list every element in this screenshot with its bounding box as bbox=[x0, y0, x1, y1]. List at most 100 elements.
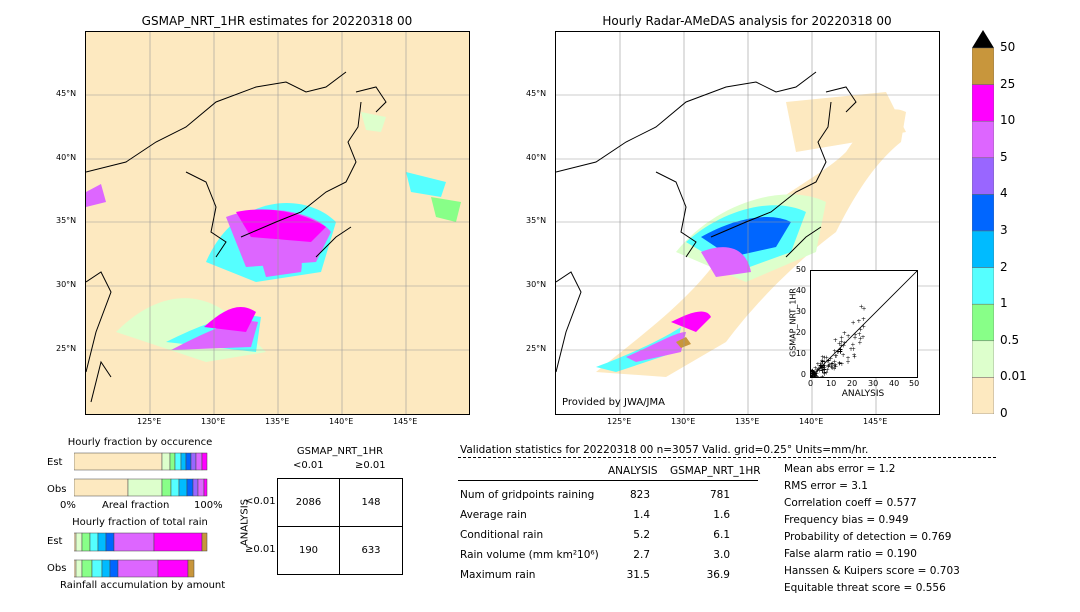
stat-label-3: Rain volume (mm km²10⁶) bbox=[460, 549, 599, 561]
scatter-inset: + + + + + + + + + + + + + + + + + + + + + + + + + + + + + + + + + + + + + + + +… bbox=[810, 270, 918, 378]
scatter-point: + bbox=[838, 347, 843, 354]
scatter-point: + bbox=[816, 366, 821, 373]
left-lat-30: 30°N bbox=[56, 280, 77, 289]
scatter-point: + bbox=[819, 366, 824, 373]
rain-title: Hourly fraction of total rain bbox=[72, 517, 208, 528]
scatter-point: + bbox=[859, 303, 864, 310]
scatter-ytick-40: 40 bbox=[795, 286, 806, 295]
scatter-point: + bbox=[811, 374, 814, 377]
scatter-point: + bbox=[856, 318, 861, 325]
colorbar-swatch bbox=[972, 230, 994, 268]
left-lon-130: 130°E bbox=[201, 417, 226, 426]
scatter-point: + bbox=[811, 374, 814, 377]
colorbar-swatch bbox=[972, 157, 994, 195]
colorbar-label: 1 bbox=[1000, 296, 1008, 311]
scatter-point: + bbox=[812, 374, 817, 377]
right-lat-25: 25°N bbox=[526, 344, 547, 353]
scatter-point: + bbox=[815, 374, 820, 377]
score-7: Equitable threat score = 0.556 bbox=[784, 582, 946, 594]
left-lat-35: 35°N bbox=[56, 216, 77, 225]
scatter-point: + bbox=[811, 374, 814, 377]
stat-analysis-1: 1.4 bbox=[633, 509, 650, 521]
occ-row-est: Est bbox=[47, 457, 63, 468]
scatter-point: + bbox=[811, 372, 816, 377]
colorbar-label: 4 bbox=[1000, 186, 1008, 201]
colorbar-label: 10 bbox=[1000, 113, 1016, 128]
scatter-point: + bbox=[815, 361, 820, 368]
scatter-point: + bbox=[812, 374, 817, 377]
scatter-point: + bbox=[858, 327, 863, 334]
scatter-point: + bbox=[811, 373, 814, 377]
colorbar-canvas bbox=[972, 30, 994, 414]
scatter-point: + bbox=[850, 341, 855, 348]
left-map-title: GSMAP_NRT_1HR estimates for 20220318 00 bbox=[141, 14, 413, 28]
validation-header: Validation statistics for 20220318 00 n=… bbox=[460, 444, 869, 456]
rain-axis-label: Rainfall accumulation by amount bbox=[60, 580, 226, 591]
scatter-point: + bbox=[833, 364, 838, 371]
scatter-point: + bbox=[811, 373, 814, 377]
left-lon-125: 125°E bbox=[137, 417, 162, 426]
scatter-point: + bbox=[811, 370, 816, 377]
scatter-point: + bbox=[811, 374, 814, 377]
scatter-point: + bbox=[812, 373, 817, 377]
colorbar-swatch bbox=[972, 267, 994, 305]
occ-bars-canvas bbox=[74, 452, 208, 497]
scatter-point: + bbox=[853, 335, 858, 342]
scatter-point: + bbox=[813, 373, 818, 377]
scatter-point: + bbox=[811, 374, 814, 377]
scatter-point: + bbox=[833, 353, 838, 360]
colorbar-swatch bbox=[972, 84, 994, 122]
right-lat-40: 40°N bbox=[526, 153, 547, 162]
scatter-point: + bbox=[811, 369, 815, 376]
scatter-point: + bbox=[813, 365, 818, 372]
scatter-point: + bbox=[811, 374, 814, 377]
scatter-point: + bbox=[818, 364, 823, 371]
scatter-point: + bbox=[811, 371, 815, 377]
stat-gsmap-3: 3.0 bbox=[713, 549, 730, 561]
scatter-point: + bbox=[846, 333, 851, 340]
left-lat-45: 45°N bbox=[56, 89, 77, 98]
right-lat-45: 45°N bbox=[526, 89, 547, 98]
scatter-point: + bbox=[841, 352, 846, 359]
colorbar-label: 0.01 bbox=[1000, 369, 1027, 384]
scatter-point: + bbox=[849, 346, 854, 353]
scatter-point: + bbox=[824, 354, 829, 361]
left-lon-140: 140°E bbox=[329, 417, 354, 426]
scatter-point: + bbox=[811, 369, 815, 376]
scatter-point: + bbox=[832, 348, 837, 355]
scatter-point: + bbox=[818, 361, 823, 368]
cont-col-title: GSMAP_NRT_1HR bbox=[296, 446, 384, 457]
cont-cell-a: 2086 bbox=[295, 497, 322, 508]
scatter-point: + bbox=[811, 369, 816, 376]
stat-label-0: Num of gridpoints raining bbox=[460, 489, 595, 501]
scatter-point: + bbox=[851, 319, 856, 326]
scatter-point: + bbox=[822, 370, 827, 377]
scatter-point: + bbox=[826, 357, 831, 364]
scatter-point: + bbox=[812, 371, 817, 377]
right-lon-125: 125°E bbox=[607, 417, 632, 426]
colorbar-label: 2 bbox=[1000, 259, 1008, 274]
scatter-point: + bbox=[811, 372, 814, 377]
score-3: Frequency bias = 0.949 bbox=[784, 514, 909, 526]
scatter-point: + bbox=[824, 370, 829, 377]
stat-analysis-4: 31.5 bbox=[626, 569, 650, 581]
scatter-point: + bbox=[811, 374, 814, 377]
scatter-point: + bbox=[811, 374, 814, 377]
score-2: Correlation coeff = 0.577 bbox=[784, 497, 917, 509]
scatter-point: + bbox=[837, 360, 842, 367]
left-map: 45°N bbox=[85, 31, 470, 415]
scatter-point: + bbox=[820, 363, 825, 370]
scatter-point: + bbox=[853, 332, 858, 339]
occ-row-obs: Obs bbox=[47, 484, 67, 495]
stat-label-1: Average rain bbox=[460, 509, 527, 521]
right-lon-145: 145°E bbox=[863, 417, 888, 426]
validation-col-gsmap: GSMAP_NRT_1HR bbox=[670, 465, 761, 477]
scatter-point: + bbox=[857, 331, 862, 338]
scatter-point: + bbox=[838, 349, 843, 356]
stat-analysis-3: 2.7 bbox=[633, 549, 650, 561]
scatter-xtick-0: 0 bbox=[808, 379, 814, 388]
score-1: RMS error = 3.1 bbox=[784, 480, 868, 492]
score-5: False alarm ratio = 0.190 bbox=[784, 548, 917, 560]
stat-label-4: Maximum rain bbox=[460, 569, 536, 581]
scatter-point: + bbox=[818, 364, 823, 371]
